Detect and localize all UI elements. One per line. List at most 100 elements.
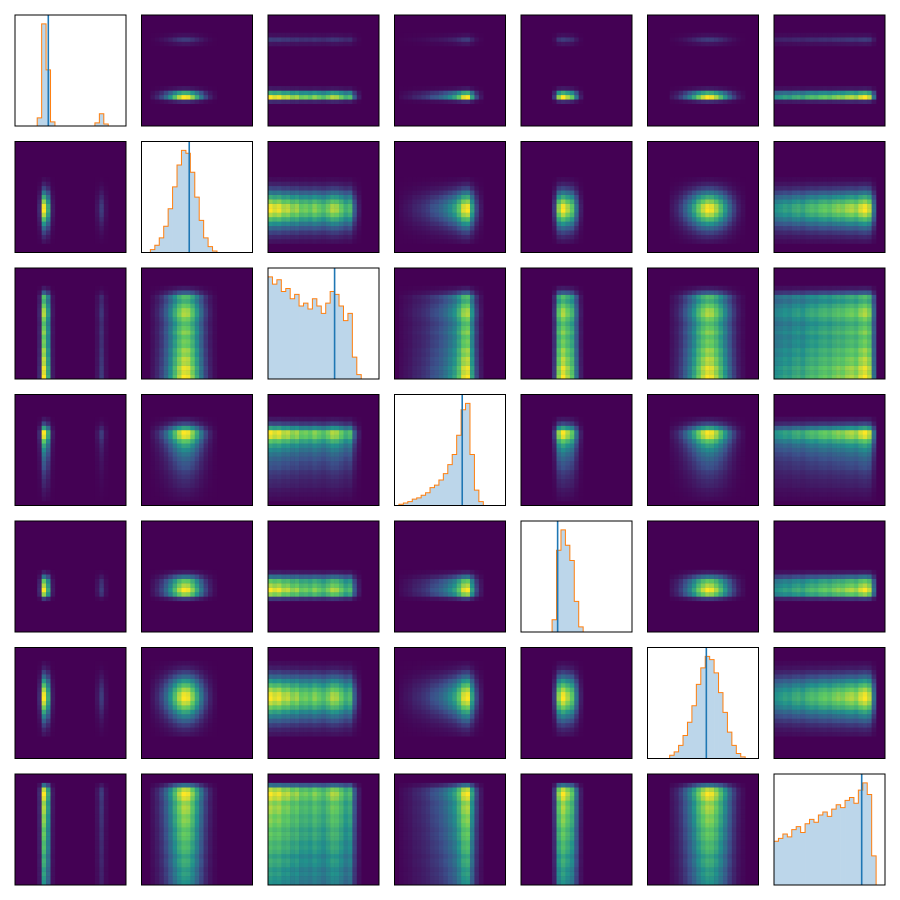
density-cell (294, 212, 300, 218)
density-cell (94, 443, 100, 448)
density-cell (181, 41, 187, 47)
density-cell (50, 221, 56, 227)
density-cell (172, 361, 178, 366)
density-cell (813, 303, 819, 309)
density-cell (478, 356, 484, 362)
density-cell (190, 492, 195, 497)
density-cell (203, 299, 209, 304)
density-cell (678, 234, 684, 240)
density-cell (669, 339, 675, 344)
density-cell (574, 299, 579, 304)
density-cell (696, 230, 701, 235)
density-cell (669, 234, 675, 240)
density-cell (412, 294, 417, 300)
density-cell (307, 194, 313, 200)
density-cell (478, 199, 484, 204)
density-panel (141, 394, 253, 506)
density-cell (565, 290, 571, 295)
density-cell (199, 339, 204, 344)
density-cell (447, 303, 453, 309)
density-cell (669, 208, 675, 213)
density-cell (443, 316, 448, 322)
density-cell (94, 456, 100, 462)
density-cell (50, 434, 56, 440)
density-cell (94, 307, 100, 313)
density-cell (438, 370, 444, 375)
density-cell (867, 339, 872, 344)
density-cell (312, 447, 318, 453)
density-cell (827, 94, 832, 100)
density-cell (678, 203, 684, 209)
density-cell (99, 421, 104, 426)
density-cell (818, 90, 824, 96)
panel-frame (394, 141, 506, 253)
density-cell (203, 312, 209, 318)
density-cell (731, 290, 737, 295)
density-cell (343, 212, 349, 218)
density-cell (696, 361, 701, 366)
density-cell (696, 334, 701, 340)
density-cell (578, 90, 584, 96)
density-cell (334, 32, 340, 38)
density-cell (461, 356, 466, 362)
density-cell (403, 343, 409, 349)
density-cell (560, 239, 566, 244)
density-cell (285, 208, 291, 213)
density-cell (552, 339, 557, 344)
density-cell (181, 99, 187, 104)
density-cell (831, 334, 837, 340)
density-cell (853, 185, 859, 191)
density-cell (840, 321, 846, 326)
density-cell (813, 285, 819, 291)
density-cell (272, 456, 278, 462)
density-cell (103, 290, 109, 295)
density-cell (37, 234, 42, 240)
density-cell (700, 312, 706, 318)
density-cell (325, 225, 331, 231)
density-cell (272, 208, 278, 213)
density-cell (316, 447, 322, 453)
density-cell (352, 416, 357, 422)
density-cell (669, 199, 675, 204)
density-cell (181, 474, 187, 480)
density-cell (709, 343, 715, 349)
density-cell (434, 347, 440, 353)
density-cell (552, 347, 557, 353)
density-cell (678, 216, 684, 222)
density-cell (736, 99, 741, 104)
density-cell (556, 307, 562, 313)
panel-frame (647, 14, 759, 127)
density-cell (871, 347, 877, 353)
density-cell (299, 487, 304, 493)
density-cell (185, 483, 191, 488)
density-cell (574, 230, 579, 235)
density-cell (813, 343, 819, 349)
histogram-bar (421, 495, 426, 506)
density-cell (791, 307, 797, 313)
density-cell (425, 330, 431, 335)
density-cell (556, 299, 562, 304)
density-cell (199, 456, 204, 462)
density-cell (330, 185, 335, 191)
density-cell (343, 230, 349, 235)
density-cell (831, 181, 837, 187)
density-panel (394, 267, 506, 380)
density-cell (840, 343, 846, 349)
density-cell (469, 185, 475, 191)
density-cell (782, 361, 788, 366)
density-cell (316, 185, 322, 191)
density-cell (272, 469, 278, 475)
histogram-bar (272, 284, 278, 379)
density-cell (94, 452, 100, 457)
density-cell (172, 316, 178, 322)
density-cell (330, 203, 335, 209)
density-cell (212, 94, 218, 100)
density-cell (41, 416, 47, 422)
density-cell (556, 370, 562, 375)
density-panel (394, 14, 506, 127)
density-cell (434, 339, 440, 344)
density-cell (94, 290, 100, 295)
density-cell (787, 185, 792, 191)
density-cell (330, 216, 335, 222)
density-cell (731, 230, 737, 235)
